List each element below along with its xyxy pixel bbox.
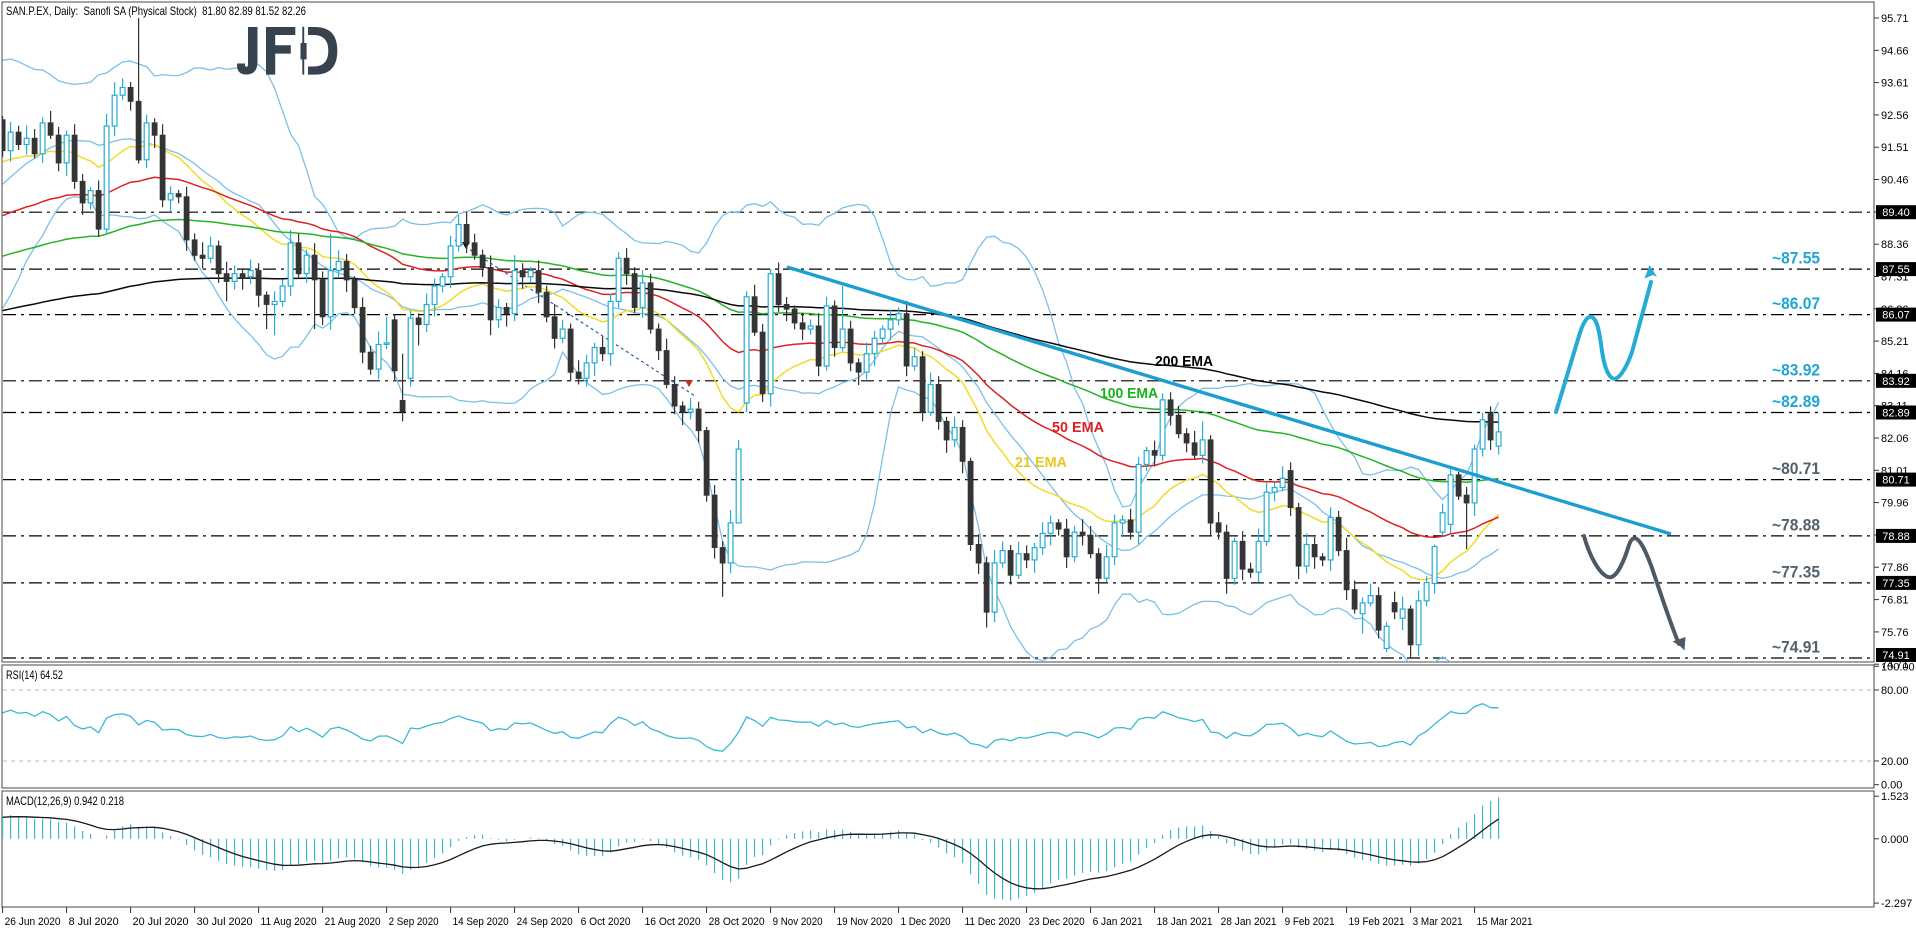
svg-text:87.55: 87.55 bbox=[1882, 264, 1910, 276]
svg-text:91.51: 91.51 bbox=[1881, 142, 1909, 154]
svg-text:76.81: 76.81 bbox=[1881, 595, 1909, 607]
svg-text:0.000: 0.000 bbox=[1881, 834, 1909, 846]
svg-text:28 Jan 2021: 28 Jan 2021 bbox=[1221, 916, 1277, 928]
svg-text:19 Nov 2020: 19 Nov 2020 bbox=[837, 916, 893, 928]
svg-text:83.92: 83.92 bbox=[1882, 376, 1910, 388]
svg-text:16 Oct 2020: 16 Oct 2020 bbox=[645, 916, 701, 928]
svg-text:74.91: 74.91 bbox=[1882, 650, 1910, 662]
svg-text:23 Dec 2020: 23 Dec 2020 bbox=[1029, 916, 1085, 928]
svg-text:85.21: 85.21 bbox=[1881, 336, 1909, 348]
svg-text:30 Jul 2020: 30 Jul 2020 bbox=[197, 916, 253, 928]
svg-text:80.71: 80.71 bbox=[1882, 475, 1910, 487]
svg-text:21 Aug 2020: 21 Aug 2020 bbox=[325, 916, 381, 928]
svg-text:3 Mar 2021: 3 Mar 2021 bbox=[1413, 916, 1463, 928]
svg-text:82.89: 82.89 bbox=[1882, 408, 1910, 420]
svg-text:77.86: 77.86 bbox=[1881, 562, 1909, 574]
svg-text:93.61: 93.61 bbox=[1881, 78, 1909, 90]
svg-text:100.00: 100.00 bbox=[1881, 661, 1915, 673]
svg-text:1 Dec 2020: 1 Dec 2020 bbox=[901, 916, 951, 928]
svg-text:82.06: 82.06 bbox=[1881, 433, 1909, 445]
svg-text:2 Sep 2020: 2 Sep 2020 bbox=[389, 916, 439, 928]
svg-text:~83.92: ~83.92 bbox=[1772, 361, 1820, 379]
svg-text:6 Jan 2021: 6 Jan 2021 bbox=[1093, 916, 1143, 928]
svg-text:8 Jul 2020: 8 Jul 2020 bbox=[69, 916, 119, 928]
svg-text:86.07: 86.07 bbox=[1882, 310, 1910, 322]
svg-text:74.71: 74.71 bbox=[1881, 659, 1909, 671]
svg-text:~87.55: ~87.55 bbox=[1772, 250, 1820, 268]
svg-text:18 Jan 2021: 18 Jan 2021 bbox=[1157, 916, 1213, 928]
svg-text:92.56: 92.56 bbox=[1881, 110, 1909, 122]
svg-text:9 Nov 2020: 9 Nov 2020 bbox=[773, 916, 823, 928]
svg-text:6 Oct 2020: 6 Oct 2020 bbox=[581, 916, 631, 928]
svg-text:88.36: 88.36 bbox=[1881, 239, 1909, 251]
svg-text:0.00: 0.00 bbox=[1881, 780, 1902, 792]
svg-text:-2.297: -2.297 bbox=[1881, 898, 1912, 910]
svg-text:9 Feb 2021: 9 Feb 2021 bbox=[1285, 916, 1335, 928]
svg-text:80.00: 80.00 bbox=[1881, 685, 1909, 697]
svg-text:94.66: 94.66 bbox=[1881, 45, 1909, 57]
svg-text:MACD(12,26,9) 0.942 0.218: MACD(12,26,9) 0.942 0.218 bbox=[6, 794, 124, 808]
svg-text:14 Sep 2020: 14 Sep 2020 bbox=[453, 916, 509, 928]
svg-text:~82.89: ~82.89 bbox=[1772, 393, 1820, 411]
svg-text:~86.07: ~86.07 bbox=[1772, 295, 1820, 313]
svg-text:24 Sep 2020: 24 Sep 2020 bbox=[517, 916, 573, 928]
svg-text:~77.35: ~77.35 bbox=[1772, 563, 1820, 581]
svg-text:15 Mar 2021: 15 Mar 2021 bbox=[1477, 916, 1533, 928]
svg-text:28 Oct 2020: 28 Oct 2020 bbox=[709, 916, 765, 928]
svg-text:26 Jun 2020: 26 Jun 2020 bbox=[5, 916, 61, 928]
svg-text:1.523: 1.523 bbox=[1881, 791, 1909, 803]
svg-text:75.76: 75.76 bbox=[1881, 627, 1909, 639]
svg-text:SAN.P.EX, Daily: Sanofi SA (P: SAN.P.EX, Daily: Sanofi SA (Physical Sto… bbox=[6, 4, 306, 18]
svg-text:RSI(14) 64.52: RSI(14) 64.52 bbox=[6, 668, 63, 682]
svg-text:~74.91: ~74.91 bbox=[1772, 639, 1820, 657]
svg-text:~78.88: ~78.88 bbox=[1772, 516, 1820, 534]
svg-text:19 Feb 2021: 19 Feb 2021 bbox=[1349, 916, 1405, 928]
svg-text:50 EMA: 50 EMA bbox=[1052, 419, 1104, 436]
svg-text:100 EMA: 100 EMA bbox=[1100, 385, 1158, 402]
svg-text:~80.71: ~80.71 bbox=[1772, 460, 1820, 478]
svg-text:77.35: 77.35 bbox=[1882, 578, 1910, 590]
svg-text:89.40: 89.40 bbox=[1882, 207, 1910, 219]
svg-text:21 EMA: 21 EMA bbox=[1015, 454, 1067, 471]
svg-text:11 Dec 2020: 11 Dec 2020 bbox=[965, 916, 1021, 928]
svg-text:20 Jul 2020: 20 Jul 2020 bbox=[133, 916, 189, 928]
svg-text:11 Aug 2020: 11 Aug 2020 bbox=[261, 916, 317, 928]
svg-text:20.00: 20.00 bbox=[1881, 756, 1909, 768]
svg-text:90.46: 90.46 bbox=[1881, 175, 1909, 187]
svg-text:79.96: 79.96 bbox=[1881, 498, 1909, 510]
svg-text:200 EMA: 200 EMA bbox=[1155, 353, 1213, 370]
svg-text:95.71: 95.71 bbox=[1881, 13, 1909, 25]
svg-text:78.88: 78.88 bbox=[1882, 531, 1910, 543]
